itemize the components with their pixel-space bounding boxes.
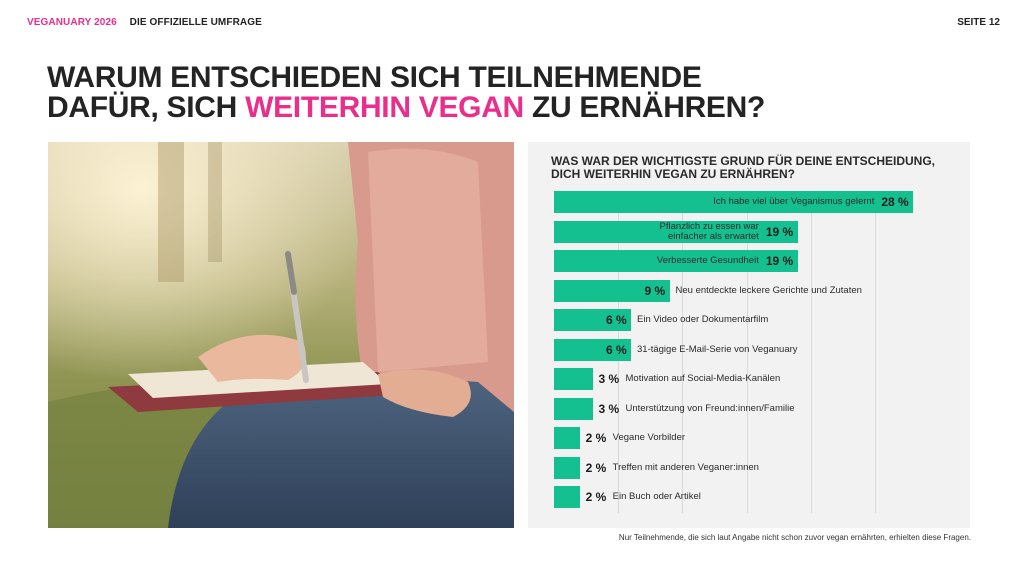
bar-row: 28 % Ich habe viel über Veganismus gelern… <box>554 191 939 213</box>
bar-value-label: 28 % <box>881 195 909 209</box>
photo-person-writing-journal <box>48 142 514 528</box>
category-label: Motivation auf Social-Media-Kanälen <box>625 373 781 384</box>
category-label: Vegane Vorbilder <box>612 432 686 443</box>
bar <box>554 368 593 390</box>
brand-label: VEGANUARY 2026 <box>27 17 117 28</box>
bar <box>554 456 580 479</box>
bar <box>554 486 580 508</box>
category-label: Pflanzlich zu essen war einfacher als er… <box>659 220 759 242</box>
bar-value-label: 2 % <box>585 460 607 475</box>
bar-row: 9 % Neu entdeckte leckere Gerichte und Zu… <box>554 279 939 302</box>
photo-illustration <box>48 142 514 528</box>
bar <box>554 191 914 213</box>
bar-value-label: 6 % <box>606 342 627 357</box>
bar <box>554 397 593 420</box>
gridline <box>746 191 748 513</box>
category-label: Unterstützung von Freund:innen/Familie <box>625 402 795 414</box>
bar-value-label: 3 % <box>598 401 620 416</box>
bar <box>554 279 670 302</box>
bar <box>554 250 798 272</box>
headline-post: ZU ERNÄHREN? <box>523 91 766 124</box>
headline-line-1: WARUM ENTSCHIEDEN SICH TEILNEHMENDE <box>47 61 702 94</box>
bar-value-label: 2 % <box>585 431 607 445</box>
bar-value-label: 9 % <box>644 283 666 298</box>
gridline <box>874 191 876 513</box>
bar-row: 6 % Ein Video oder Dokumentarfilm <box>554 309 939 331</box>
category-label: Ein Buch oder Artikel <box>612 491 701 502</box>
bar <box>554 220 798 243</box>
category-label: Neu entdeckte leckere Gerichte und Zutat… <box>675 284 862 296</box>
bar-row: 2 % Ein Buch oder Artikel <box>554 486 939 508</box>
bar-value-label: 19 % <box>765 254 794 268</box>
bar-row: 6 % 31-tägige E-Mail-Serie von Veganuary <box>554 338 939 361</box>
page-headline: WARUM ENTSCHIEDEN SICH TEILNEHMENDE DAFÜ… <box>47 63 807 123</box>
category-label: Ich habe viel über Veganismus gelernt <box>713 196 875 207</box>
page-number: SEITE 12 <box>957 17 1000 28</box>
chart-title: WAS WAR DER WICHTIGSTE GRUND FÜR DEINE E… <box>551 154 936 181</box>
bar-row: 3 % Motivation auf Social-Media-Kanälen <box>554 368 939 390</box>
category-label: Treffen mit anderen Veganer:innen <box>612 461 759 473</box>
chart-panel: WAS WAR DER WICHTIGSTE GRUND FÜR DEINE E… <box>528 142 970 528</box>
bar-row: 2 % Vegane Vorbilder <box>554 427 939 449</box>
bar-value-label: 6 % <box>606 313 627 327</box>
headline-line-2: DAFÜR, SICH WEITERHIN VEGAN ZU ERNÄHREN? <box>47 93 807 123</box>
bar <box>554 427 580 449</box>
top-bar: VEGANUARY 2026 DIE OFFIZIELLE UMFRAGE <box>27 17 262 28</box>
headline-pre: DAFÜR, SICH <box>47 91 246 124</box>
bar-row: 19 % Verbesserte Gesundheit <box>554 250 939 272</box>
gridline <box>682 191 684 513</box>
bar-value-label: 2 % <box>585 490 607 504</box>
gridline <box>810 191 812 513</box>
bar-row: 3 % Unterstützung von Freund:innen/Famili… <box>554 397 939 420</box>
footnote: Nur Teilnehmende, die sich laut Angabe n… <box>618 533 971 542</box>
bar-row: 19 % Pflanzlich zu essen war einfacher al… <box>554 220 939 243</box>
bar-value-label: 19 % <box>765 224 794 239</box>
category-label: 31-tägige E-Mail-Serie von Veganuary <box>637 343 798 355</box>
bar-row: 2 % Treffen mit anderen Veganer:innen <box>554 456 939 479</box>
category-label: Ein Video oder Dokumentarfilm <box>637 314 769 325</box>
bar-chart: 28 % Ich habe viel über Veganismus gelern… <box>554 191 939 513</box>
bar <box>554 338 631 361</box>
bar-value-label: 3 % <box>598 372 620 386</box>
bar <box>554 309 631 331</box>
category-label: Verbesserte Gesundheit <box>656 255 759 266</box>
headline-accent: WEITERHIN VEGAN <box>245 91 524 124</box>
report-subtitle: DIE OFFIZIELLE UMFRAGE <box>129 17 262 28</box>
